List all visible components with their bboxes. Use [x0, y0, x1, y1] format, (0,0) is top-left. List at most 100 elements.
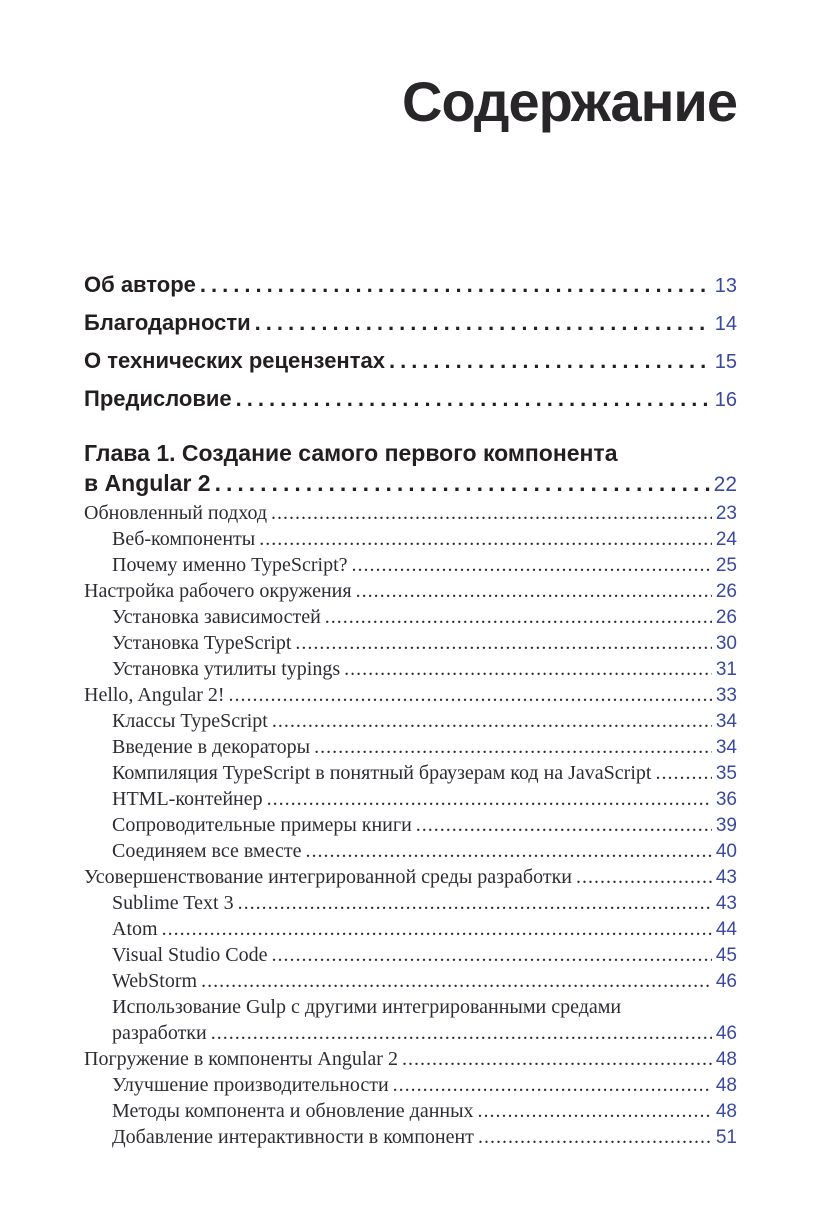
dot-leader	[229, 684, 712, 707]
toc-row: Sublime Text 3 43	[84, 892, 737, 918]
toc-entry-page: 44	[715, 919, 737, 940]
toc-entry-page: 46	[715, 1023, 737, 1044]
toc-entry-page: 16	[714, 389, 737, 411]
toc-row: Установка TypeScript 30	[84, 632, 737, 658]
toc-entry-page: 30	[715, 633, 737, 654]
toc-entry-page: 33	[715, 685, 737, 706]
toc-row: Обновленный подход 23	[84, 502, 737, 528]
toc-row: Установка утилиты typings 31	[84, 658, 737, 684]
toc-row: Усовершенствование интегрированной среды…	[84, 866, 737, 892]
page-title: Содержание	[402, 70, 738, 133]
toc-entry-label: Обновленный подход	[84, 502, 268, 524]
toc-entry-label: Классы TypeScript	[112, 710, 268, 732]
toc-row: Соединяем все вместе 40	[84, 840, 737, 866]
toc-entry-label: Благодарности	[84, 310, 251, 335]
dot-leader	[344, 658, 712, 681]
toc-entry-label: WebStorm	[112, 970, 198, 992]
chapter-heading: Глава 1. Создание самого первого компоне…	[84, 438, 737, 500]
toc-row: Веб-компоненты 24	[84, 528, 737, 554]
page-content: Содержание Об авторе 13 Благодарности 14…	[84, 0, 738, 1152]
toc-row: Visual Studio Code 45	[84, 944, 737, 970]
toc-entry-page: 26	[715, 581, 737, 602]
toc-entry-label: Улучшение производительности	[112, 1074, 389, 1096]
dot-leader	[389, 348, 711, 374]
toc-row-wrapped-line1: Использование Gulp с другими интегрирова…	[84, 996, 737, 1022]
dot-leader	[236, 386, 711, 412]
dot-leader	[576, 866, 712, 889]
toc-entry-label: Использование Gulp с другими интегрирова…	[112, 996, 622, 1018]
toc-row: Погружение в компоненты Angular 2 48	[84, 1048, 737, 1074]
toc-entry-page: 40	[715, 841, 737, 862]
dot-leader	[215, 468, 710, 498]
toc-entry-page: 48	[715, 1049, 737, 1070]
toc-row-front-matter: Благодарности 14	[84, 310, 737, 348]
toc-entry-page: 34	[715, 737, 737, 758]
toc-entry-page: 25	[715, 555, 737, 576]
toc-entry-page: 36	[715, 789, 737, 810]
dot-leader	[416, 814, 712, 837]
chapter-heading-line2: в Angular 2 22	[84, 468, 737, 500]
dot-leader	[393, 1074, 712, 1097]
toc-row-front-matter: О технических рецензентах 15	[84, 348, 737, 386]
toc-entry-page: 14	[714, 313, 737, 335]
toc-entry-label: Компиляция TypeScript в понятный браузер…	[112, 762, 652, 784]
toc-entry-page: 48	[715, 1075, 737, 1096]
toc-row-front-matter: Предисловие 16	[84, 386, 737, 424]
toc-entry-label: Sublime Text 3	[112, 892, 234, 914]
toc-row: HTML-контейнер 36	[84, 788, 737, 814]
dot-leader	[295, 632, 711, 655]
toc-row: Методы компонента и обновление данных 48	[84, 1100, 737, 1126]
dot-leader	[162, 918, 712, 941]
toc-entry-label: Visual Studio Code	[112, 944, 268, 966]
toc-entry-page: 51	[715, 1127, 737, 1148]
toc-entry-label: Об авторе	[84, 272, 196, 297]
toc-row: Настройка рабочего окружения 26	[84, 580, 737, 606]
dot-leader	[271, 944, 711, 967]
toc-entry-page: 31	[715, 659, 737, 680]
toc-entry-label: Сопроводительные примеры книги	[112, 814, 412, 836]
dot-leader	[314, 736, 712, 759]
toc-entry-page: 35	[715, 763, 737, 784]
dot-leader	[478, 1100, 712, 1123]
toc-entry-label: О технических рецензентах	[84, 348, 385, 373]
toc-entry-page: 39	[715, 815, 737, 836]
toc-entry-page: 34	[715, 711, 737, 732]
toc-row: Введение в декораторы 34	[84, 736, 737, 762]
chapter-title-label: в Angular 2	[84, 470, 211, 496]
front-matter-list: Об авторе 13 Благодарности 14 О техничес…	[84, 272, 737, 424]
dot-leader	[305, 840, 711, 863]
toc-row: WebStorm 46	[84, 970, 737, 996]
dot-leader	[259, 528, 712, 551]
toc-entry-label: Добавление интерактивности в компонент	[112, 1126, 474, 1148]
chapter-heading-line1: Глава 1. Создание самого первого компоне…	[84, 438, 737, 468]
toc-entry-label: Усовершенствование интегрированной среды…	[84, 866, 573, 888]
toc-entry-label: HTML-контейнер	[112, 788, 263, 810]
toc-entry-label: Hello, Angular 2!	[84, 684, 225, 706]
dot-leader	[478, 1126, 712, 1149]
toc-row: Сопроводительные примеры книги 39	[84, 814, 737, 840]
dot-leader	[655, 762, 711, 785]
dot-leader	[201, 970, 712, 993]
toc-entry-label: Соединяем все вместе	[112, 840, 302, 862]
dot-leader	[255, 310, 711, 336]
chapter-page: 22	[713, 473, 737, 496]
toc-entry-label: Установка зависимостей	[112, 606, 321, 628]
dot-leader	[238, 892, 712, 915]
toc-entry-page: 46	[715, 971, 737, 992]
dot-leader	[402, 1048, 712, 1071]
dot-leader	[267, 788, 712, 811]
toc-entry-label: Веб-компоненты	[112, 528, 256, 550]
dot-leader	[352, 554, 712, 577]
toc-row: Классы TypeScript 34	[84, 710, 737, 736]
toc-entry-page: 43	[715, 893, 737, 914]
toc-entries-list: Обновленный подход 23 Веб-компоненты 24 …	[84, 502, 737, 1152]
dot-leader	[211, 1022, 712, 1045]
toc-entry-label: Введение в декораторы	[112, 736, 311, 758]
toc-row-front-matter: Об авторе 13	[84, 272, 737, 310]
toc-row: Улучшение производительности 48	[84, 1074, 737, 1100]
dot-leader	[272, 710, 712, 733]
toc-row-wrapped-line2: разработки 46	[84, 1022, 737, 1048]
toc-entry-label: Почему именно TypeScript?	[112, 554, 348, 576]
dot-leader	[271, 502, 712, 525]
